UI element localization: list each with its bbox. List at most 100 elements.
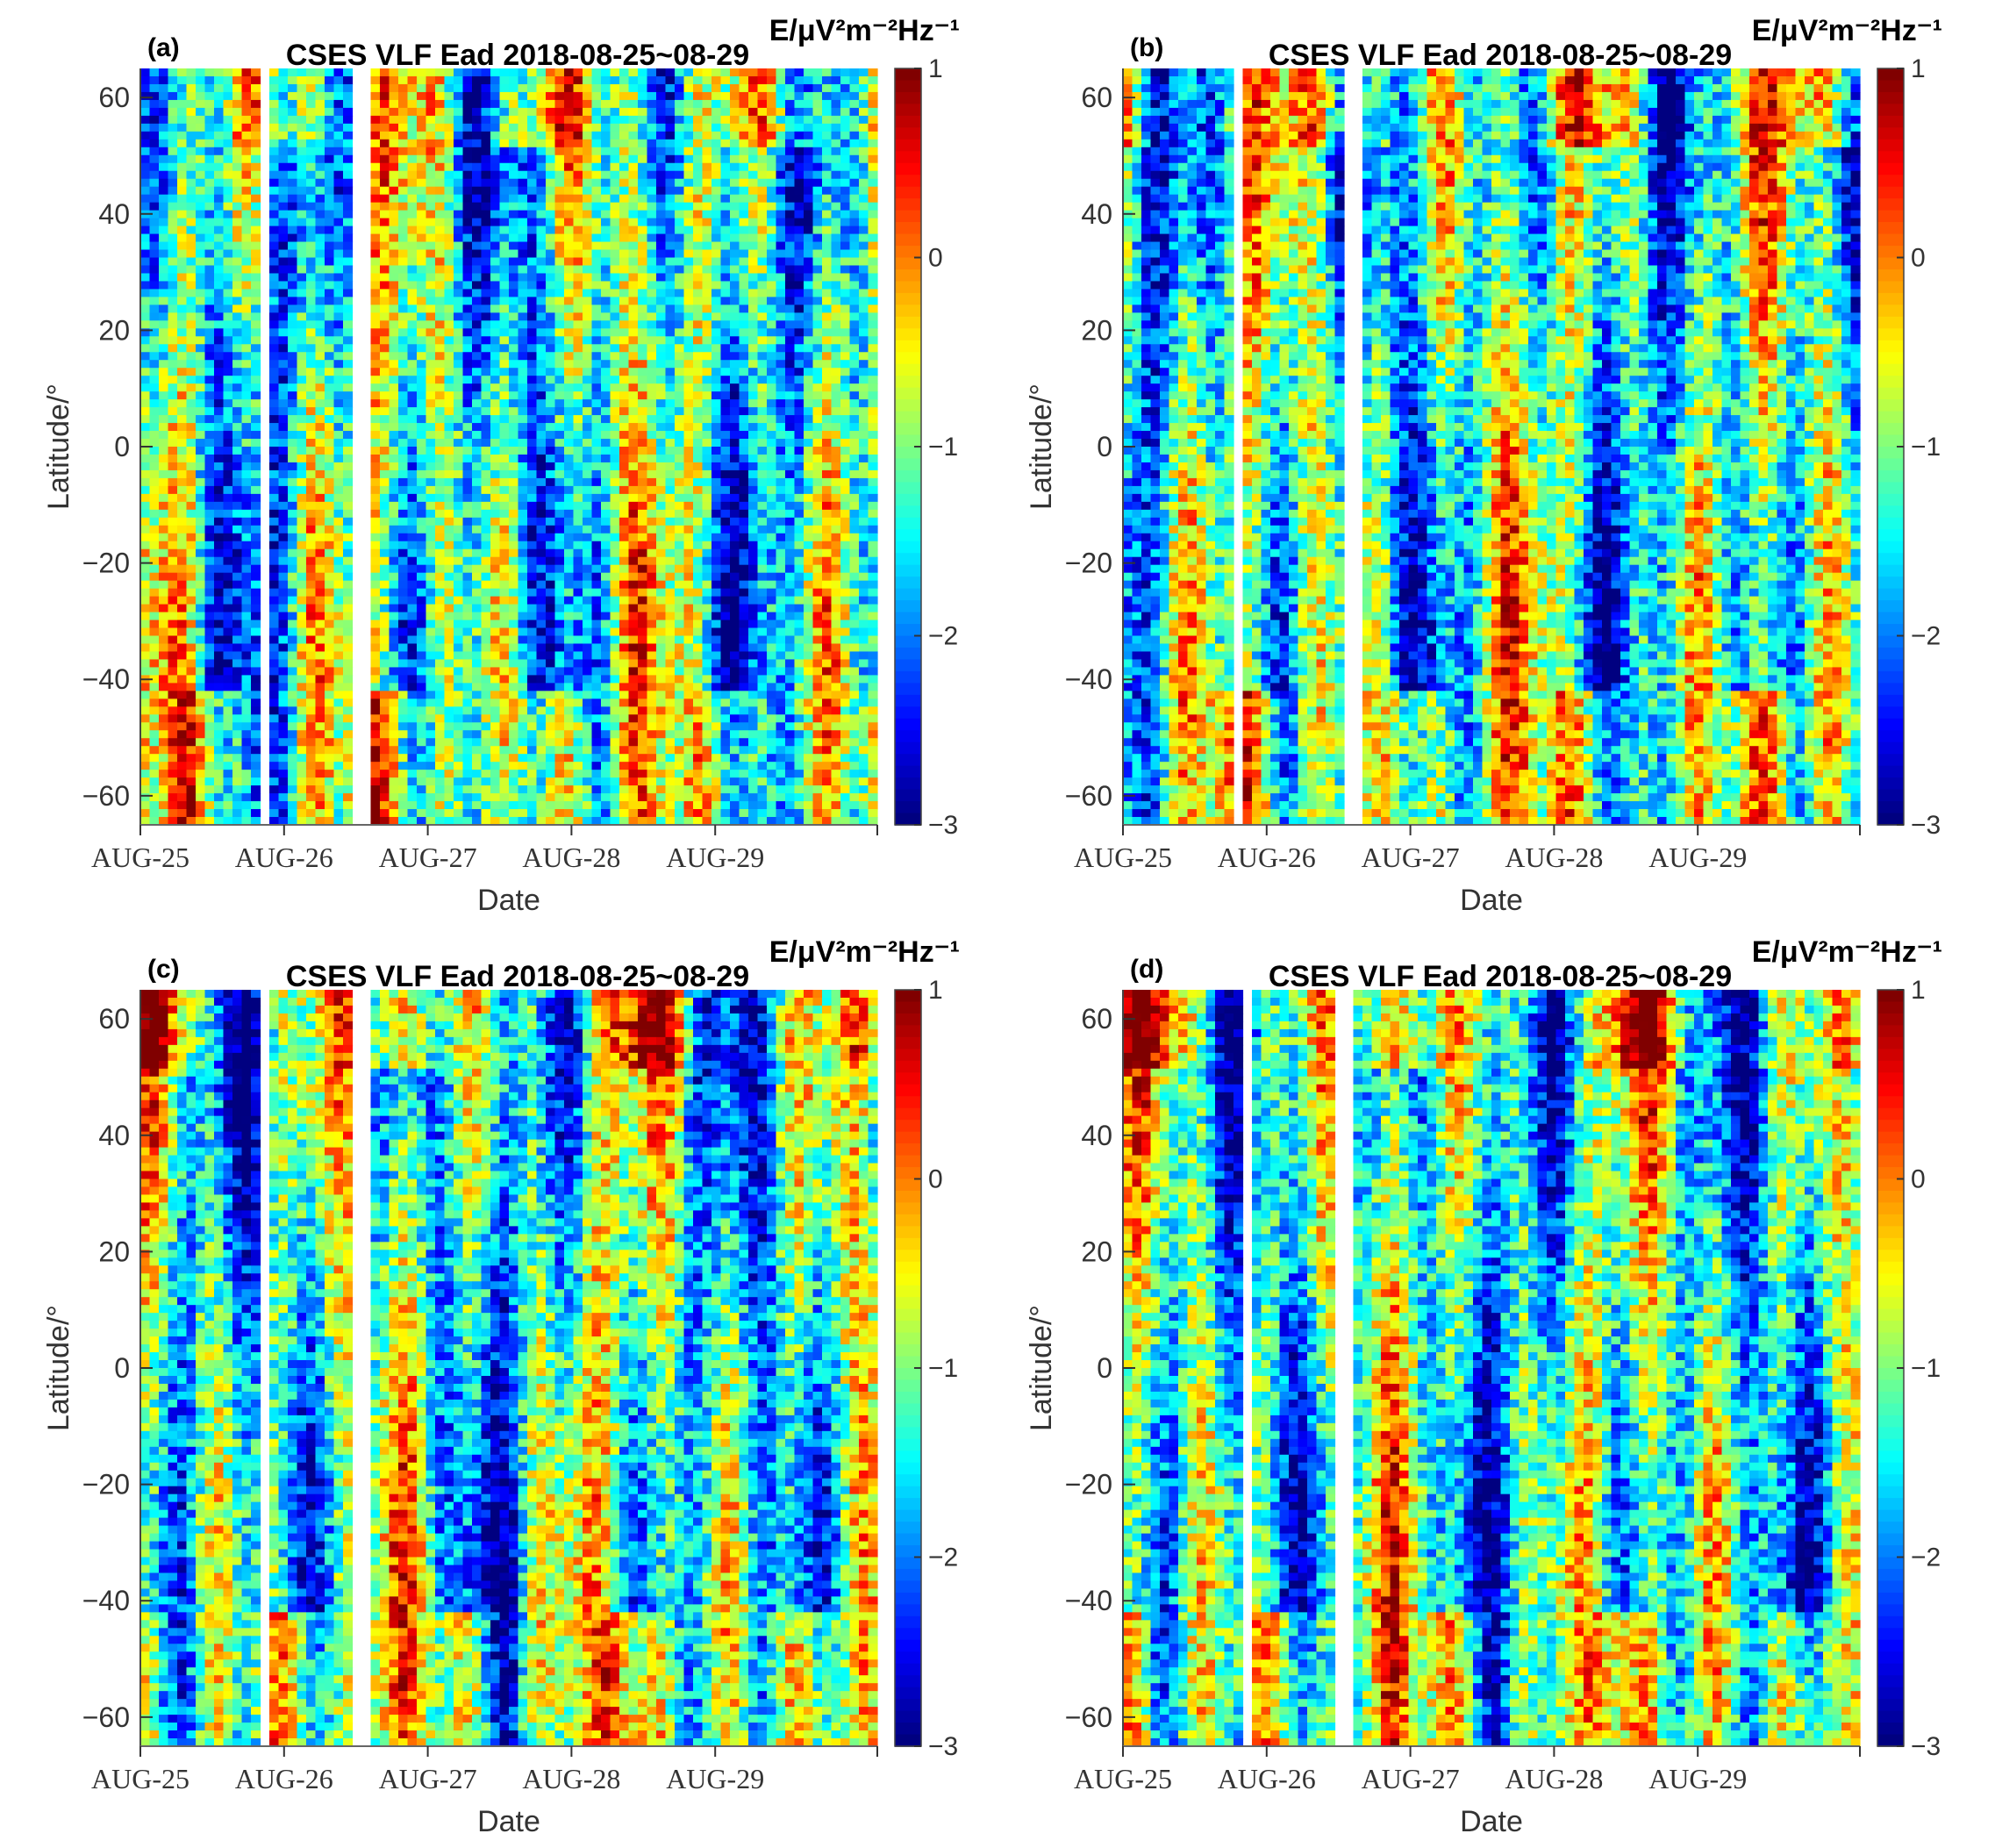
x-axis-label: Date bbox=[1460, 884, 1523, 917]
colorbar-unit-label: E/μV²m⁻²Hz⁻¹ bbox=[769, 935, 960, 969]
x-tick-label: AUG-26 bbox=[1218, 1763, 1316, 1794]
x-tick-label: AUG-26 bbox=[235, 1763, 333, 1794]
panel-letter: (d) bbox=[1130, 955, 1163, 984]
chart-title: CSES VLF Ead 2018-08-25~08-29 bbox=[286, 960, 749, 993]
y-tick-label: 0 bbox=[1097, 431, 1112, 462]
x-tick-label: AUG-25 bbox=[1074, 842, 1172, 873]
colorbar-tick-label: 0 bbox=[1911, 244, 1926, 273]
colorbar-tick-label: 1 bbox=[1911, 976, 1926, 1005]
colorbar-tick-label: −3 bbox=[1911, 1732, 1941, 1761]
y-axis-label: Latitude/° bbox=[42, 383, 75, 510]
x-tick-label: AUG-25 bbox=[1074, 1763, 1172, 1794]
chart-panel-c: 60 40 20 0 −20 −40 −60 AUG-25 AUG-26 AUG-27 AUG-28… bbox=[0, 921, 1000, 1843]
y-tick-label: 20 bbox=[98, 1236, 130, 1267]
chart-title: CSES VLF Ead 2018-08-25~08-29 bbox=[286, 39, 749, 72]
y-tick-label: −40 bbox=[82, 663, 130, 695]
chart-title: CSES VLF Ead 2018-08-25~08-29 bbox=[1269, 960, 1732, 993]
colorbar-tick-label: −1 bbox=[1911, 433, 1941, 462]
heatmap-svg: 60 40 20 0 −20 −40 −60 AUG-25 AUG-26 AUG-27 AUG-28… bbox=[1025, 14, 1942, 917]
colorbar-tick-label: −1 bbox=[928, 1354, 958, 1383]
y-axis-label: Latitude/° bbox=[42, 1305, 75, 1431]
y-tick-label: 20 bbox=[98, 314, 130, 346]
colorbar-tick-label: 1 bbox=[1911, 54, 1926, 83]
panel-letter: (b) bbox=[1130, 33, 1163, 62]
y-tick-label: −40 bbox=[82, 1585, 130, 1616]
y-tick-label: 0 bbox=[114, 431, 130, 462]
colorbar-unit-label: E/μV²m⁻²Hz⁻¹ bbox=[1752, 14, 1942, 47]
x-axis-label: Date bbox=[477, 884, 540, 917]
chart-title: CSES VLF Ead 2018-08-25~08-29 bbox=[1269, 39, 1732, 72]
x-tick-label: AUG-27 bbox=[379, 1763, 477, 1794]
x-tick-label: AUG-27 bbox=[379, 842, 477, 873]
colorbar-tick-label: −2 bbox=[1911, 1544, 1941, 1572]
colorbar-tick-label: −1 bbox=[1911, 1354, 1941, 1383]
y-tick-label: −60 bbox=[1065, 780, 1112, 812]
colorbar-tick-label: −3 bbox=[928, 811, 958, 840]
chart-panel-d: 60 40 20 0 −20 −40 −60 AUG-25 AUG-26 AUG-27 AUG-28… bbox=[983, 921, 1983, 1843]
colorbar-tick-label: −1 bbox=[928, 433, 958, 462]
y-tick-label: 40 bbox=[1081, 198, 1112, 230]
x-tick-label: AUG-28 bbox=[522, 1763, 620, 1794]
y-tick-label: −20 bbox=[1065, 548, 1112, 579]
heatmap-cells bbox=[140, 990, 878, 1747]
y-tick-label: −40 bbox=[1065, 1585, 1112, 1616]
colorbar-tick-label: 0 bbox=[1911, 1165, 1926, 1194]
x-tick-label: AUG-28 bbox=[1505, 842, 1603, 873]
colorbar-tick-label: 1 bbox=[928, 976, 943, 1005]
y-tick-label: 40 bbox=[1081, 1120, 1112, 1151]
x-tick-label: AUG-28 bbox=[1505, 1763, 1603, 1794]
colorbar bbox=[1877, 68, 1905, 826]
panel-letter: (a) bbox=[147, 33, 180, 62]
y-tick-label: 60 bbox=[1081, 82, 1112, 113]
x-axis-label: Date bbox=[477, 1805, 540, 1838]
colorbar bbox=[894, 989, 922, 1747]
colorbar-tick-label: −2 bbox=[928, 622, 958, 651]
heatmap-cells bbox=[1123, 68, 1861, 826]
x-tick-label: AUG-25 bbox=[91, 842, 189, 873]
y-tick-label: 20 bbox=[1081, 1236, 1112, 1267]
y-tick-label: −20 bbox=[1065, 1469, 1112, 1501]
y-tick-label: 60 bbox=[98, 1003, 130, 1035]
colorbar-tick-label: 0 bbox=[928, 244, 943, 273]
y-tick-label: 0 bbox=[114, 1352, 130, 1384]
y-tick-label: −60 bbox=[1065, 1701, 1112, 1733]
y-tick-label: −40 bbox=[1065, 663, 1112, 695]
colorbar-tick-label: 1 bbox=[928, 54, 943, 83]
panel-letter: (c) bbox=[147, 955, 180, 984]
y-tick-label: 20 bbox=[1081, 314, 1112, 346]
colorbar-unit-label: E/μV²m⁻²Hz⁻¹ bbox=[1752, 935, 1942, 969]
x-tick-label: AUG-26 bbox=[235, 842, 333, 873]
y-axis-label: Latitude/° bbox=[1025, 383, 1058, 510]
colorbar bbox=[1877, 989, 1905, 1747]
y-tick-label: 40 bbox=[98, 1120, 130, 1151]
x-tick-label: AUG-26 bbox=[1218, 842, 1316, 873]
y-axis-label: Latitude/° bbox=[1025, 1305, 1058, 1431]
x-tick-label: AUG-28 bbox=[522, 842, 620, 873]
y-tick-label: 40 bbox=[98, 198, 130, 230]
colorbar-tick-label: −2 bbox=[928, 1544, 958, 1572]
y-tick-label: −20 bbox=[82, 1469, 130, 1501]
heatmap-cells bbox=[140, 68, 878, 826]
colorbar-tick-label: −3 bbox=[928, 1732, 958, 1761]
y-tick-label: 60 bbox=[98, 82, 130, 113]
y-tick-label: 0 bbox=[1097, 1352, 1112, 1384]
x-tick-label: AUG-29 bbox=[666, 1763, 764, 1794]
y-tick-label: −60 bbox=[82, 1701, 130, 1733]
x-tick-label: AUG-27 bbox=[1362, 1763, 1460, 1794]
y-tick-label: 60 bbox=[1081, 1003, 1112, 1035]
x-tick-label: AUG-29 bbox=[666, 842, 764, 873]
x-tick-label: AUG-29 bbox=[1648, 842, 1747, 873]
colorbar-tick-label: −3 bbox=[1911, 811, 1941, 840]
heatmap-cells bbox=[1123, 990, 1861, 1747]
colorbar-tick-label: 0 bbox=[928, 1165, 943, 1194]
chart-panel-b: 60 40 20 0 −20 −40 −60 AUG-25 AUG-26 AUG-27 AUG-28… bbox=[983, 0, 1983, 921]
colorbar bbox=[894, 68, 922, 826]
x-tick-label: AUG-25 bbox=[91, 1763, 189, 1794]
x-axis-label: Date bbox=[1460, 1805, 1523, 1838]
chart-panel-a: 60 40 20 0 −20 −40 −60 AUG-25 AUG-26 AUG-27 AUG-28… bbox=[0, 0, 1000, 921]
x-tick-label: AUG-27 bbox=[1362, 842, 1460, 873]
x-tick-label: AUG-29 bbox=[1648, 1763, 1747, 1794]
